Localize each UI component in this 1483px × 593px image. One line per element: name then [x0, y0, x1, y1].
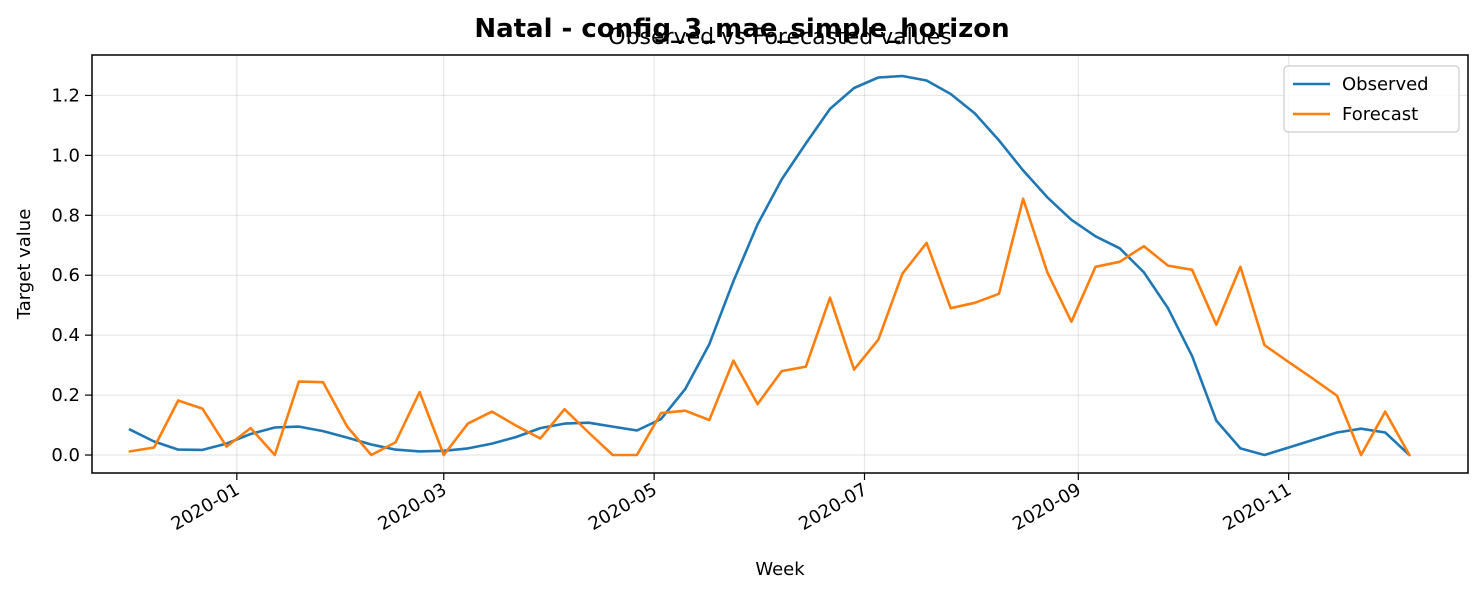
x-tick-label: 2020-11	[1220, 479, 1296, 535]
x-axis: 2020-01 2020-03 2020-05 2020-07 2020-09 2020-…	[168, 473, 1295, 535]
y-tick-label: 0.0	[51, 445, 80, 466]
series-line-observed	[128, 74, 1411, 457]
chart-title: Observed vs Forecasted values	[608, 25, 951, 50]
legend-label-forecast: Forecast	[1342, 104, 1418, 125]
y-axis: 0.0 0.2 0.4 0.6 0.8 1.0 1.2	[51, 85, 92, 466]
y-tick-label: 0.6	[51, 265, 80, 286]
y-tick-label: 1.0	[51, 145, 80, 166]
y-tick-label: 0.4	[51, 325, 80, 346]
y-axis-label: Target value	[14, 209, 35, 321]
x-axis-label: Week	[755, 559, 805, 580]
legend-box	[1283, 65, 1460, 133]
y-tick-label: 1.2	[51, 85, 80, 106]
series-group	[128, 74, 1411, 457]
y-tick-label: 0.8	[51, 205, 80, 226]
chart-suptitle: Natal - config_3_mae_simple_horizon	[474, 14, 1009, 44]
grid	[92, 55, 1468, 473]
x-tick-label: 2020-01	[168, 479, 244, 535]
y-tick-label: 0.2	[51, 385, 80, 406]
plot-frame	[91, 54, 1469, 474]
x-tick-label: 2020-09	[1009, 479, 1085, 535]
x-tick-label: 2020-03	[375, 479, 451, 535]
x-tick-label: 2020-05	[585, 479, 661, 535]
series-line-forecast	[128, 197, 1411, 457]
legend-label-observed: Observed	[1342, 74, 1429, 95]
legend: Observed Forecast	[1283, 65, 1460, 133]
x-tick-label: 2020-07	[795, 479, 871, 535]
